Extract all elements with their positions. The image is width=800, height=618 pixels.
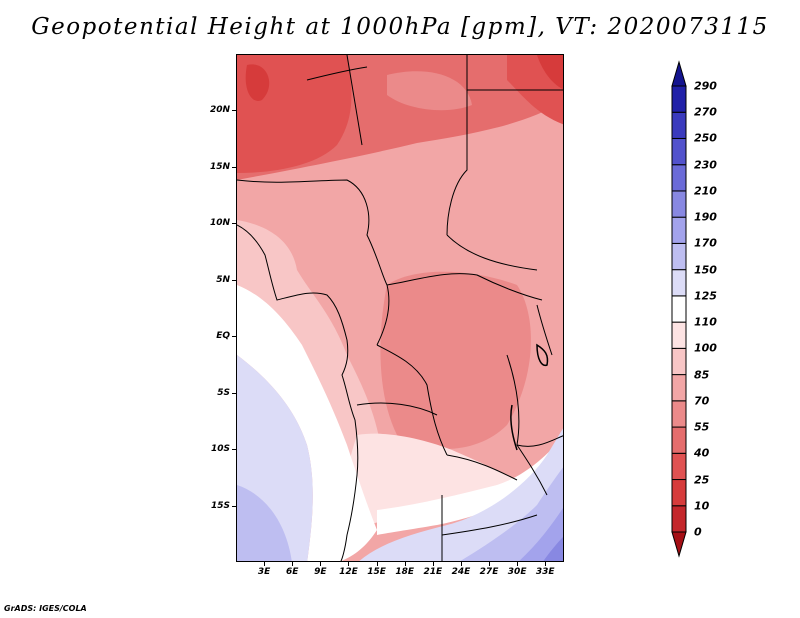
field-se-blue-4 xyxy=(543,537,563,561)
lat-tick-label: 15S xyxy=(210,500,230,511)
colorbar-level-label: 55 xyxy=(694,420,710,434)
colorbar-level-label: 210 xyxy=(694,184,717,198)
grads-credit: GrADS: IGES/COLA xyxy=(4,604,87,613)
colorbar-swatch xyxy=(671,295,687,323)
colorbar-level-label: 10 xyxy=(694,499,710,513)
colorbar-swatch xyxy=(671,321,687,349)
lat-tick xyxy=(232,110,236,112)
field-core-central xyxy=(380,271,531,449)
lon-tick xyxy=(545,562,547,566)
colorbar-level-label: 230 xyxy=(694,158,717,172)
lat-tick-label: 5N xyxy=(216,274,230,285)
lon-tick xyxy=(320,562,322,566)
lat-tick-label: 5S xyxy=(217,387,230,398)
colorbar-level-label: 250 xyxy=(694,131,717,145)
colorbar-level-label: 70 xyxy=(694,394,710,408)
field-south-white xyxy=(377,437,563,535)
lat-tick-label: 10N xyxy=(209,218,230,229)
colorbar-level-label: 40 xyxy=(694,446,710,460)
lon-tick xyxy=(348,562,350,566)
lon-tick xyxy=(489,562,491,566)
colorbar-swatch xyxy=(671,400,687,428)
lon-tick-label: 9E xyxy=(314,567,327,577)
lon-tick-label: 24E xyxy=(451,567,471,577)
colorbar-swatch xyxy=(671,374,687,402)
lon-tick xyxy=(517,562,519,566)
lon-tick-label: 27E xyxy=(479,567,499,577)
lon-tick xyxy=(376,562,378,566)
colorbar-level-label: 0 xyxy=(694,525,702,539)
field-core-north-east xyxy=(537,55,563,90)
colorbar-swatch xyxy=(671,164,687,192)
lat-tick xyxy=(232,166,236,168)
political-boundaries xyxy=(237,55,563,561)
colorbar-max-triangle xyxy=(671,60,687,87)
colorbar-swatch xyxy=(671,479,687,507)
colorbar-swatch xyxy=(671,347,687,376)
colorbar-level-label: 290 xyxy=(694,79,717,93)
lon-tick xyxy=(460,562,462,566)
colorbar-level-label: 110 xyxy=(694,315,717,329)
lat-tick xyxy=(232,449,236,451)
colorbar-level-label: 125 xyxy=(694,289,717,303)
colorbar-swatch xyxy=(671,137,687,166)
lon-tick xyxy=(292,562,294,566)
lat-tick-label: 10S xyxy=(210,444,230,455)
colorbar-swatch xyxy=(671,85,687,113)
lon-tick-label: 6E xyxy=(286,567,299,577)
field-core-north-west xyxy=(245,64,270,101)
lon-tick-label: 18E xyxy=(395,567,415,577)
colorbar-min-triangle xyxy=(671,531,687,558)
field-sw-blue-2 xyxy=(237,485,292,561)
lat-tick xyxy=(232,392,236,394)
lakes xyxy=(510,343,549,451)
map-panel xyxy=(236,54,564,562)
lon-tick xyxy=(264,562,266,566)
colorbar-swatch xyxy=(671,216,687,244)
colorbar-level-label: 270 xyxy=(694,105,717,119)
lat-tick-label: 20N xyxy=(209,105,230,116)
lon-tick xyxy=(404,562,406,566)
colorbar-level-label: 190 xyxy=(694,210,717,224)
lat-tick-label: 15N xyxy=(209,161,230,172)
colorbar-swatch xyxy=(671,190,687,218)
lat-tick xyxy=(232,336,236,338)
lon-tick-label: 12E xyxy=(339,567,358,577)
lat-tick xyxy=(232,505,236,507)
colorbar-swatch xyxy=(671,505,687,533)
lon-tick-label: 3E xyxy=(257,567,271,577)
lat-tick-label: EQ xyxy=(216,331,230,342)
colorbar-swatch xyxy=(671,242,687,271)
colorbar-level-label: 150 xyxy=(694,263,717,277)
lon-tick-label: 21E xyxy=(423,567,443,577)
colorbar-level-label: 85 xyxy=(694,368,710,382)
colorbar-level-label: 170 xyxy=(694,236,717,250)
lon-tick-label: 15E xyxy=(367,567,386,577)
lon-tick-label: 33E xyxy=(535,567,555,577)
field-patch-north-central xyxy=(387,71,472,111)
colorbar-swatch xyxy=(671,426,687,454)
chart-title: Geopotential Height at 1000hPa [gpm], VT… xyxy=(31,14,769,40)
field-se-blue-3 xyxy=(519,508,563,561)
colorbar-level-label: 25 xyxy=(694,473,710,487)
lat-tick xyxy=(232,223,236,225)
colorbar-swatch xyxy=(671,269,687,297)
colorbar-level-label: 100 xyxy=(694,341,717,355)
lon-tick xyxy=(432,562,434,566)
lon-tick-label: 30E xyxy=(507,567,527,577)
field-ocean-white xyxy=(237,285,377,561)
geopotential-map xyxy=(237,55,563,561)
field-se-blue-2 xyxy=(460,467,563,561)
colorbar-swatch xyxy=(671,452,687,481)
colorbar-swatch xyxy=(671,111,687,139)
lat-tick xyxy=(232,279,236,281)
